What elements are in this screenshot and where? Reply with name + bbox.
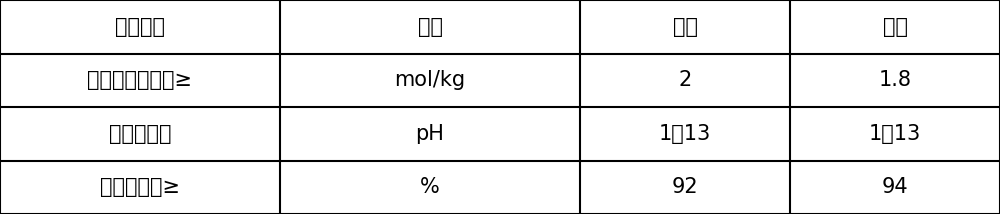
Text: 2: 2 (678, 70, 692, 90)
Text: 理化特性: 理化特性 (115, 17, 165, 37)
Bar (790, 107, 1000, 160)
Bar (0, 107, 280, 160)
Text: 1.8: 1.8 (879, 70, 912, 90)
Text: 阳膜: 阳膜 (672, 17, 698, 37)
Bar (790, 160, 1000, 214)
Text: mol/kg: mol/kg (394, 70, 466, 90)
Bar (0, 160, 280, 214)
Bar (790, 54, 1000, 107)
Bar (280, 54, 580, 107)
Bar (790, 0, 1000, 54)
Bar (0, 0, 280, 54)
Bar (580, 107, 790, 160)
Text: 阴膜: 阴膜 (883, 17, 908, 37)
Bar (0, 54, 280, 107)
Text: 化学稳定性: 化学稳定性 (109, 124, 171, 144)
Text: 1～13: 1～13 (869, 124, 921, 144)
Bar (580, 160, 790, 214)
Text: 交换容量（干）≥: 交换容量（干）≥ (88, 70, 192, 90)
Text: 选择透过性≥: 选择透过性≥ (100, 177, 180, 197)
Bar (580, 54, 790, 107)
Text: 92: 92 (672, 177, 698, 197)
Text: pH: pH (416, 124, 444, 144)
Text: 94: 94 (882, 177, 908, 197)
Bar (580, 0, 790, 54)
Text: %: % (420, 177, 440, 197)
Text: 单位: 单位 (418, 17, 443, 37)
Text: 1～13: 1～13 (659, 124, 711, 144)
Bar (280, 0, 580, 54)
Bar (280, 107, 580, 160)
Bar (280, 160, 580, 214)
